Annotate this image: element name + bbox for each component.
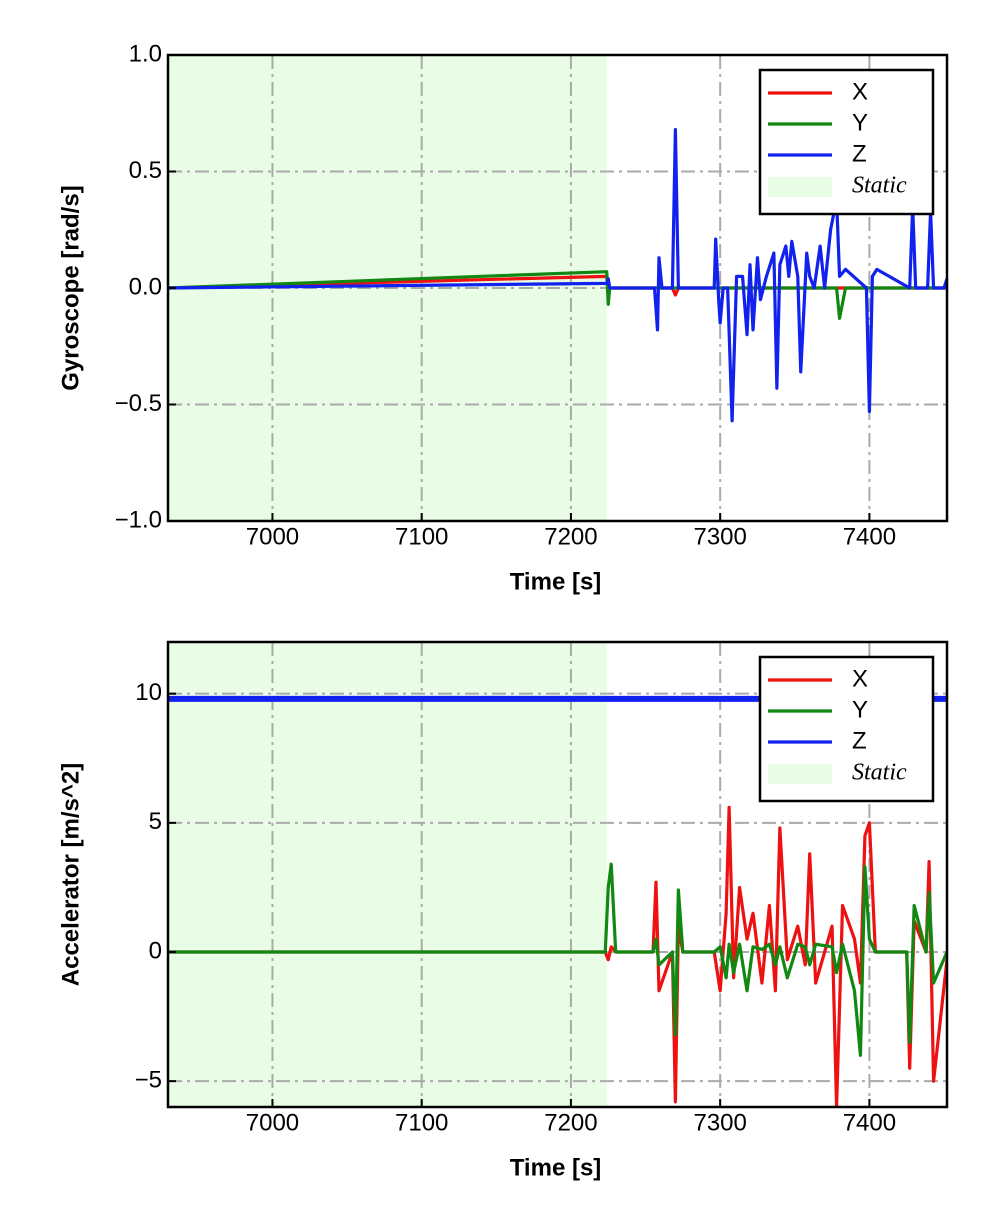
series-line (168, 127, 947, 423)
legend-label: Y (852, 696, 868, 723)
x-tick-label: 7100 (395, 523, 448, 550)
series-line (168, 805, 947, 1107)
y-tick-label: −1.0 (115, 506, 162, 533)
x-tick-label: 7400 (843, 1109, 896, 1136)
y-tick-label: 0.5 (129, 157, 162, 184)
x-tick-label: 7300 (693, 1109, 746, 1136)
legend-label: Z (852, 140, 867, 167)
legend-label: X (852, 78, 868, 105)
y-tick-label: −5 (135, 1067, 162, 1094)
static-span (168, 642, 607, 1107)
legend-swatch (768, 177, 832, 197)
x-axis-label: Time [s] (510, 568, 602, 595)
legend-label: Static (852, 760, 907, 786)
plot-area (168, 55, 947, 521)
y-tick-label: 0.0 (129, 273, 162, 300)
y-axis-label: Gyroscope [rad/s] (57, 185, 84, 390)
y-axis-label: Accelerator [m/s^2] (57, 763, 84, 986)
plot-frame (166, 53, 949, 523)
legend-swatch (768, 764, 832, 784)
x-tick-label: 7000 (246, 523, 299, 550)
y-tick-label: 1.0 (129, 40, 162, 67)
legend-label: X (852, 665, 868, 692)
series-line (168, 862, 947, 1057)
legend-label: Static (852, 173, 907, 199)
y-tick-label: 10 (135, 679, 162, 706)
y-tick-label: 5 (149, 808, 162, 835)
x-tick-label: 7000 (246, 1109, 299, 1136)
y-tick-label: −0.5 (115, 390, 162, 417)
chart: 7000 7100 7200 7300 7400 −1.0 −0.5 0.0 0.5 1.0 Tim… (57, 40, 949, 595)
x-axis-label: Time [s] (510, 1154, 602, 1181)
legend-label: Y (852, 109, 868, 136)
x-tick-label: 7100 (395, 1109, 448, 1136)
x-tick-label: 7400 (843, 523, 896, 550)
legend-label: Z (852, 727, 867, 754)
plot-frame (166, 640, 949, 1109)
x-tick-label: 7200 (544, 1109, 597, 1136)
chart: 7000 7100 7200 7300 7400 −5 0 5 10 Time [s] Accele… (57, 640, 949, 1181)
y-tick-label: 0 (149, 937, 162, 964)
x-tick-label: 7300 (693, 523, 746, 550)
x-tick-label: 7200 (544, 523, 597, 550)
